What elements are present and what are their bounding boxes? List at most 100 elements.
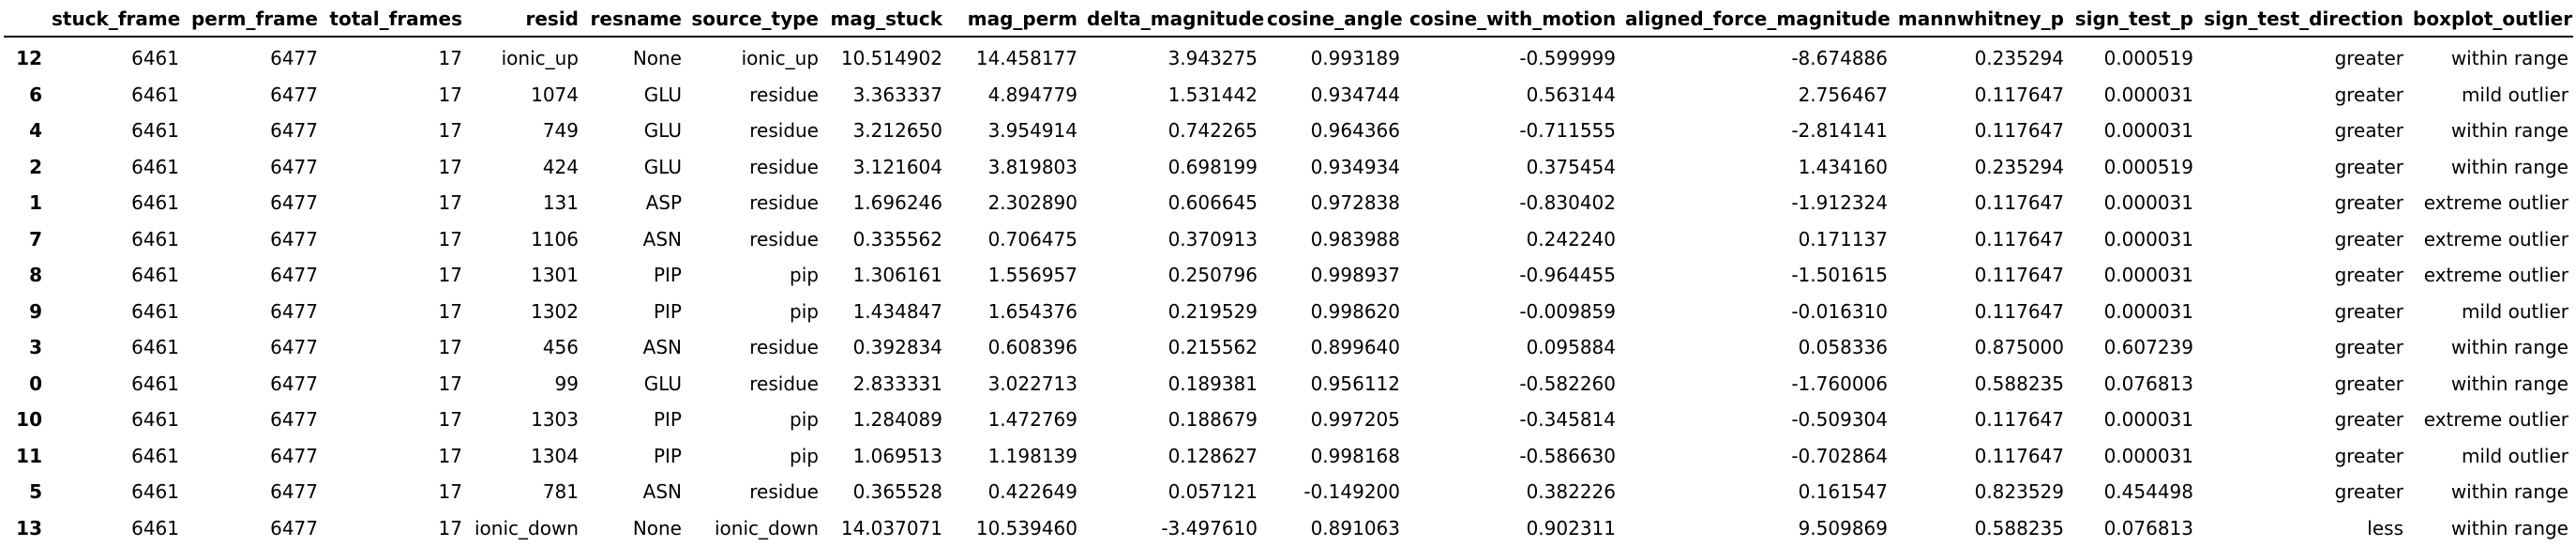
table-cell-mag-perm: 1.654376	[987, 299, 1077, 323]
table-cell-cosine-angle: 0.899640	[1310, 336, 1400, 359]
column-header-boxplot-outlier: boxplot_outlier	[2413, 8, 2573, 30]
table-cell-total-frames: 17	[438, 299, 462, 323]
table-cell-aligned-force-magnitude: 9.509869	[1798, 516, 1888, 539]
table-cell-stuck-frame: 6461	[131, 299, 179, 323]
row-index: 8	[29, 264, 42, 287]
column-header-mag-perm: mag_perm	[967, 8, 1077, 30]
table-cell-perm-frame: 6477	[270, 516, 318, 539]
row-index: 2	[29, 155, 42, 178]
table-cell-cosine-angle: 0.964366	[1310, 119, 1400, 143]
table-cell-mag-stuck: 14.037071	[840, 516, 942, 539]
table-cell-resid: 424	[542, 155, 579, 178]
table-cell-total-frames: 17	[438, 155, 462, 178]
table-cell-resname: ASN	[642, 336, 682, 359]
table-cell-perm-frame: 6477	[270, 47, 318, 70]
table-cell-mannwhitney-p: 0.117647	[1974, 299, 2064, 323]
table-cell-sign-test-direction: greater	[2334, 299, 2403, 323]
table-cell-mag-stuck: 3.121604	[852, 155, 942, 178]
table-cell-total-frames: 17	[438, 444, 462, 467]
table-cell-aligned-force-magnitude: 0.161547	[1798, 480, 1888, 504]
table-cell-source-type: residue	[749, 191, 819, 215]
table-cell-stuck-frame: 6461	[131, 227, 179, 251]
table-cell-delta-magnitude: 3.943275	[1167, 47, 1258, 70]
table-cell-perm-frame: 6477	[270, 299, 318, 323]
table-cell-sign-test-p: 0.000031	[2103, 227, 2193, 251]
table-cell-sign-test-direction: greater	[2334, 227, 2403, 251]
table-cell-aligned-force-magnitude: 0.171137	[1798, 227, 1888, 251]
table-cell-stuck-frame: 6461	[131, 83, 179, 106]
table-cell-perm-frame: 6477	[270, 83, 318, 106]
table-row: 4 6461 6477 17 749 GLU residue 3.212650 3.954914…	[4, 113, 2573, 149]
table-cell-boxplot-outlier: extreme outlier	[2423, 191, 2568, 215]
table-row: 0 6461 6477 17 99 GLU residue 2.833331 3.022713 0…	[4, 366, 2573, 403]
table-cell-mannwhitney-p: 0.235294	[1974, 47, 2064, 70]
table-cell-resname: GLU	[643, 155, 682, 178]
table-cell-stuck-frame: 6461	[131, 47, 179, 70]
table-cell-source-type: pip	[790, 264, 819, 287]
table-cell-resid: ionic_up	[501, 47, 579, 70]
table-cell-delta-magnitude: 0.215562	[1167, 336, 1258, 359]
column-header-mag-stuck: mag_stuck	[830, 8, 942, 30]
table-cell-cosine-with-motion: -0.711555	[1519, 119, 1616, 143]
column-header-source-type: source_type	[691, 8, 819, 30]
table-cell-resid: 1074	[531, 83, 579, 106]
table-cell-delta-magnitude: 0.698199	[1167, 155, 1258, 178]
table-cell-delta-magnitude: 0.128627	[1167, 444, 1258, 467]
table-cell-mannwhitney-p: 0.117647	[1974, 444, 2064, 467]
table-cell-sign-test-direction: less	[2367, 516, 2403, 539]
table-cell-mannwhitney-p: 0.588235	[1974, 372, 2064, 395]
table-cell-resname: ASN	[642, 480, 682, 504]
table-cell-stuck-frame: 6461	[131, 264, 179, 287]
table-cell-stuck-frame: 6461	[131, 480, 179, 504]
column-header-mannwhitney-p: mannwhitney_p	[1897, 8, 2064, 30]
table-row: 3 6461 6477 17 456 ASN residue 0.392834 0.608396…	[4, 329, 2573, 366]
table-cell-cosine-with-motion: -0.599999	[1519, 47, 1616, 70]
table-cell-aligned-force-magnitude: -1.912324	[1791, 191, 1888, 215]
table-row: 2 6461 6477 17 424 GLU residue 3.121604 3.819803…	[4, 149, 2573, 186]
table-cell-mannwhitney-p: 0.875000	[1974, 336, 2064, 359]
table-cell-mannwhitney-p: 0.823529	[1974, 480, 2064, 504]
table-header: stuck_frame perm_frame total_frames resid re…	[4, 2, 2573, 37]
table-cell-mag-perm: 3.819803	[987, 155, 1077, 178]
table-cell-cosine-angle: 0.934934	[1310, 155, 1400, 178]
table-row: 1 6461 6477 17 131 ASP residue 1.696246 2.302890…	[4, 185, 2573, 221]
table-cell-source-type: residue	[749, 372, 819, 395]
table-row: 5 6461 6477 17 781 ASN residue 0.365528 0.422649…	[4, 474, 2573, 510]
table-row: 13 6461 6477 17 ionic_down None ionic_down 14.0…	[4, 510, 2573, 547]
table-cell-stuck-frame: 6461	[131, 191, 179, 215]
table-cell-mag-stuck: 1.069513	[852, 444, 942, 467]
table-cell-boxplot-outlier: within range	[2450, 516, 2568, 539]
table-cell-resid: 1106	[531, 227, 579, 251]
table-cell-cosine-with-motion: -0.964455	[1519, 264, 1616, 287]
table-cell-mag-stuck: 2.833331	[852, 372, 942, 395]
table-cell-perm-frame: 6477	[270, 444, 318, 467]
table-row: 6 6461 6477 17 1074 GLU residue 3.363337 4.89477…	[4, 77, 2573, 114]
table-cell-cosine-with-motion: -0.586630	[1519, 444, 1616, 467]
table-cell-sign-test-direction: greater	[2334, 83, 2403, 106]
table-cell-resname: None	[632, 516, 682, 539]
table-cell-mag-perm: 1.556957	[987, 264, 1077, 287]
column-header-aligned-force-magnitude: aligned_force_magnitude	[1625, 8, 1891, 30]
table-cell-perm-frame: 6477	[270, 408, 318, 432]
table-cell-aligned-force-magnitude: -0.702864	[1791, 444, 1888, 467]
table-cell-mag-perm: 14.458177	[975, 47, 1077, 70]
table-cell-sign-test-direction: greater	[2334, 480, 2403, 504]
table-cell-total-frames: 17	[438, 372, 462, 395]
table-cell-aligned-force-magnitude: -0.509304	[1791, 408, 1888, 432]
index-column-header	[4, 2, 47, 37]
table-cell-boxplot-outlier: within range	[2450, 47, 2568, 70]
table-cell-delta-magnitude: 0.370913	[1167, 227, 1258, 251]
table-cell-mannwhitney-p: 0.588235	[1974, 516, 2064, 539]
table-cell-cosine-with-motion: -0.009859	[1519, 299, 1616, 323]
table-cell-aligned-force-magnitude: -1.760006	[1791, 372, 1888, 395]
table-cell-cosine-angle: 0.998620	[1310, 299, 1400, 323]
row-index: 4	[29, 119, 42, 143]
table-cell-boxplot-outlier: mild outlier	[2461, 299, 2568, 323]
column-header-cosine-with-motion: cosine_with_motion	[1409, 8, 1617, 30]
table-cell-mag-stuck: 0.392834	[852, 336, 942, 359]
table-cell-boxplot-outlier: extreme outlier	[2423, 408, 2568, 432]
table-cell-source-type: pip	[790, 299, 819, 323]
table-cell-boxplot-outlier: extreme outlier	[2423, 227, 2568, 251]
table-cell-mag-perm: 0.706475	[987, 227, 1077, 251]
